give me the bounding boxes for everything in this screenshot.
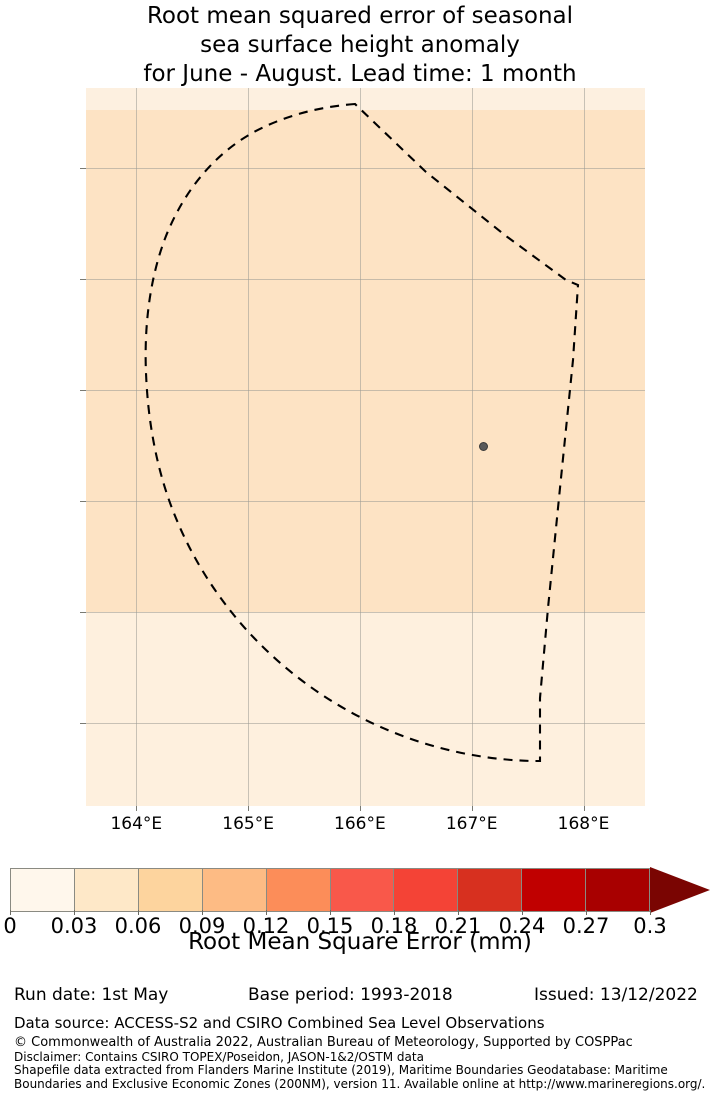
base-period-text: Base period: 1993-2018 — [248, 985, 453, 1005]
x-axis-tick-mark — [248, 806, 250, 811]
x-axis-tick-mark — [359, 806, 361, 811]
data-source-text: Data source: ACCESS-S2 and CSIRO Combine… — [14, 1014, 545, 1032]
site-location-marker — [479, 441, 489, 451]
rmse-field-cell — [86, 611, 645, 806]
y-axis-tick-mark — [80, 722, 86, 724]
disclaimer-text: Disclaimer: Contains CSIRO TOPEX/Poseido… — [14, 1050, 424, 1064]
colorbar-band — [329, 869, 394, 911]
metadata-row: Run date: 1st May Base period: 1993-2018… — [14, 984, 714, 1008]
chart-title-line-1: Root mean squared error of seasonal — [146, 3, 574, 29]
colorbar-tick-label: 0.3 — [633, 914, 667, 938]
chart-title: Root mean squared error of seasonal sea … — [0, 2, 720, 89]
gridline-horizontal — [86, 722, 645, 724]
colorbar-axis-label: Root Mean Square Error (mm) — [188, 929, 532, 955]
x-axis-tick-label: 168°E — [557, 814, 610, 834]
colorbar-tick-labels: 0 0.03 0.06 0.09 0.12 0.15 0.18 0.21 0.24 0.27 0.3 — [3, 910, 710, 940]
colorbar-tick-label: 0.03 — [50, 914, 98, 938]
colorbar-extend-arrow — [650, 867, 710, 913]
x-axis-tick-mark — [136, 806, 138, 811]
colorbar-tick-mark — [138, 910, 139, 915]
colorbar-band — [137, 869, 202, 911]
colorbar-tick-label: 0.21 — [434, 914, 482, 938]
eez-boundary-path — [144, 102, 580, 763]
y-axis-tick-mark — [80, 611, 86, 613]
y-axis-tick-mark — [80, 278, 86, 280]
x-axis-tick-label: 167°E — [445, 814, 498, 834]
x-axis-tick-label: 164°E — [110, 814, 163, 834]
colorbar-band — [265, 869, 330, 911]
gridline-vertical — [583, 88, 585, 806]
x-axis-tick-label: 166°E — [334, 814, 386, 834]
colorbar-tick-label: 0 — [3, 914, 17, 938]
gridline-vertical — [248, 88, 250, 806]
gridline-horizontal — [86, 500, 645, 502]
y-axis-tick-mark — [80, 389, 86, 391]
gridline-horizontal — [86, 389, 645, 391]
colorbar-bands — [10, 868, 650, 912]
gridline-vertical — [471, 88, 473, 806]
chart-title-line-3: for June - August. Lead time: 1 month — [143, 61, 577, 87]
colorbar-tick-mark — [202, 910, 203, 915]
colorbar-band — [11, 869, 74, 911]
eez-boundary-overlay — [144, 102, 580, 763]
gridline-horizontal — [86, 611, 645, 613]
copyright-text: © Commonwealth of Australia 2022, Austra… — [14, 1035, 633, 1050]
colorbar-tick-mark — [74, 910, 75, 915]
y-axis-tick-mark — [80, 167, 86, 169]
colorbar-band — [393, 869, 458, 911]
gridline-horizontal — [86, 167, 645, 169]
colorbar-band — [73, 869, 138, 911]
y-axis-tick-mark — [80, 500, 86, 502]
shapefile-credit-line-1: Shapefile data extracted from Flanders M… — [14, 1063, 668, 1077]
colorbar-tick-mark — [394, 910, 395, 915]
colorbar-tick-mark — [522, 910, 523, 915]
gridline-vertical — [136, 88, 138, 806]
colorbar-band — [521, 869, 586, 911]
colorbar-tick-label: 0.27 — [562, 914, 610, 938]
colorbar-tick-label: 0.18 — [370, 914, 418, 938]
colorbar-tick-mark — [266, 910, 267, 915]
colorbar-tick-mark — [10, 910, 11, 915]
gridline-horizontal — [86, 278, 645, 280]
x-axis-tick-mark — [583, 806, 585, 811]
map-plot-area — [86, 88, 645, 806]
colorbar-tick-label: 0.06 — [114, 914, 162, 938]
x-axis-tick-label: 165°E — [222, 814, 274, 834]
rmse-field-cell — [86, 88, 645, 111]
colorbar-band — [201, 869, 266, 911]
colorbar-tick-label: 0.12 — [242, 914, 290, 938]
colorbar: 0 0.03 0.06 0.09 0.12 0.15 0.18 0.21 0.24 0.27 0.3 — [3, 867, 710, 938]
chart-title-line-2: sea surface height anomaly — [200, 32, 520, 58]
gridline-vertical — [359, 88, 361, 806]
x-axis-tick-mark — [471, 806, 473, 811]
colorbar-tick-mark — [586, 910, 587, 915]
shapefile-credit-line-2: Boundaries and Exclusive Economic Zones … — [14, 1077, 706, 1091]
colorbar-band — [585, 869, 650, 911]
colorbar-tick-mark — [650, 910, 651, 915]
colorbar-tick-mark — [330, 910, 331, 915]
issued-date-text: Issued: 13/12/2022 — [534, 985, 698, 1005]
colorbar-tick-mark — [458, 910, 459, 915]
colorbar-tick-label: 0.09 — [178, 914, 226, 938]
colorbar-band — [457, 869, 522, 911]
run-date-text: Run date: 1st May — [14, 985, 169, 1005]
colorbar-tick-label: 0.24 — [498, 914, 546, 938]
colorbar-tick-label: 0.15 — [306, 914, 354, 938]
rmse-field-cell — [86, 110, 645, 612]
